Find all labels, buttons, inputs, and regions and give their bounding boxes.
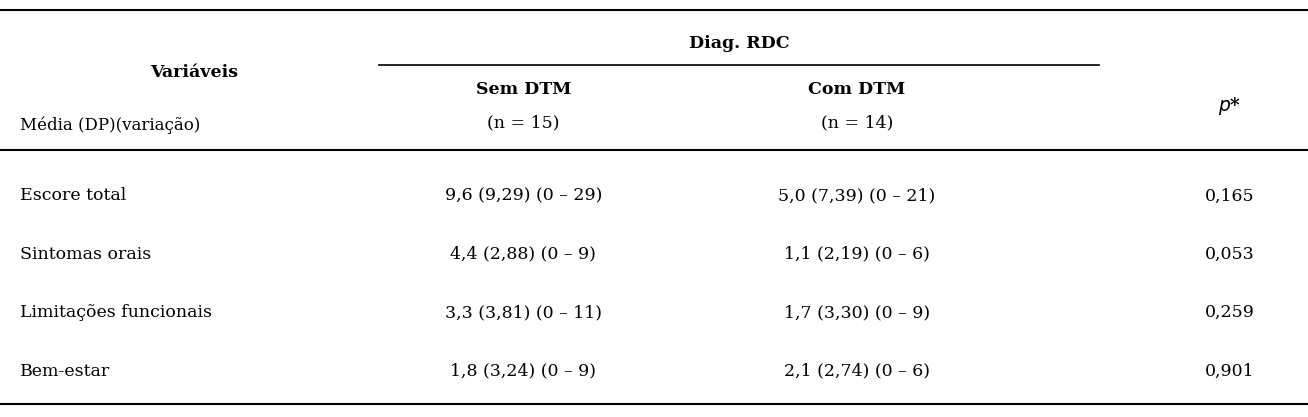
Text: 0,259: 0,259 [1205, 304, 1254, 321]
Text: 5,0 (7,39) (0 – 21): 5,0 (7,39) (0 – 21) [778, 188, 935, 204]
Text: Com DTM: Com DTM [808, 81, 905, 98]
Text: 2,1 (2,74) (0 – 6): 2,1 (2,74) (0 – 6) [783, 363, 930, 379]
Text: 3,3 (3,81) (0 – 11): 3,3 (3,81) (0 – 11) [445, 304, 602, 321]
Text: Escore total: Escore total [20, 188, 126, 204]
Text: $\it{p}$*: $\it{p}$* [1218, 95, 1241, 117]
Text: Sem DTM: Sem DTM [476, 81, 570, 98]
Text: 4,4 (2,88) (0 – 9): 4,4 (2,88) (0 – 9) [450, 246, 596, 263]
Text: Variáveis: Variáveis [150, 65, 238, 81]
Text: Limitações funcionais: Limitações funcionais [20, 304, 212, 321]
Text: 1,1 (2,19) (0 – 6): 1,1 (2,19) (0 – 6) [783, 246, 930, 263]
Text: Bem-estar: Bem-estar [20, 363, 110, 379]
Text: 1,7 (3,30) (0 – 9): 1,7 (3,30) (0 – 9) [783, 304, 930, 321]
Text: 9,6 (9,29) (0 – 29): 9,6 (9,29) (0 – 29) [445, 188, 602, 204]
Text: Diag. RDC: Diag. RDC [689, 35, 789, 52]
Text: 0,165: 0,165 [1205, 188, 1254, 204]
Text: Média (DP)(variação): Média (DP)(variação) [20, 116, 200, 134]
Text: Sintomas orais: Sintomas orais [20, 246, 150, 263]
Text: (n = 14): (n = 14) [820, 115, 893, 131]
Text: 1,8 (3,24) (0 – 9): 1,8 (3,24) (0 – 9) [450, 363, 596, 379]
Text: 0,901: 0,901 [1205, 363, 1254, 379]
Text: (n = 15): (n = 15) [487, 115, 560, 131]
Text: 0,053: 0,053 [1205, 246, 1254, 263]
